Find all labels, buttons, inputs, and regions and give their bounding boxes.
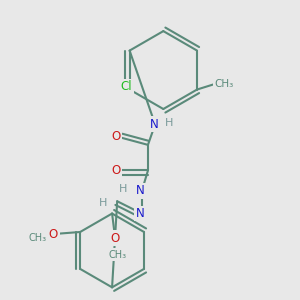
Text: H: H [165, 118, 174, 128]
Text: N: N [135, 184, 144, 197]
Text: O: O [49, 227, 58, 241]
Text: N: N [135, 207, 144, 220]
Text: O: O [110, 232, 120, 244]
Text: O: O [112, 130, 121, 143]
Text: CH₃: CH₃ [108, 250, 126, 260]
Text: O: O [112, 164, 121, 177]
Text: N: N [150, 118, 158, 131]
Text: CH₃: CH₃ [214, 80, 233, 89]
Text: CH₃: CH₃ [28, 233, 46, 243]
Text: H: H [119, 184, 128, 194]
Text: Cl: Cl [121, 80, 132, 93]
Text: H: H [99, 198, 107, 208]
